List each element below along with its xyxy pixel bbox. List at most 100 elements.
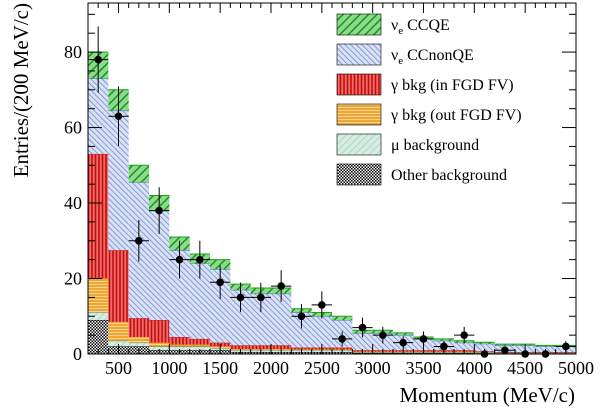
bar-other_bkg-0 <box>88 320 109 354</box>
data-point <box>291 304 312 329</box>
bar-mu_bkg-0 <box>88 312 109 321</box>
legend-label: γ bkg (in FGD FV) <box>390 77 514 94</box>
bar-gamma_out-1 <box>108 321 129 341</box>
bar-gamma_in-8 <box>250 345 271 350</box>
bar-gamma_in-7 <box>230 345 251 350</box>
bar-nue_ccqe-17 <box>433 338 454 341</box>
legend-label: γ bkg (out FGD FV) <box>390 107 522 124</box>
data-marker <box>94 55 102 64</box>
data-marker <box>318 301 326 309</box>
data-point <box>169 240 190 279</box>
series-nue_ccnonqe <box>88 77 576 353</box>
data-point <box>413 331 434 347</box>
bar-mu_bkg-3 <box>149 346 170 351</box>
y-tick-label: 0 <box>73 344 82 364</box>
bar-gamma_out-2 <box>128 337 149 343</box>
data-marker <box>358 323 367 332</box>
bar-nue_ccnonqe-3 <box>149 210 170 321</box>
data-marker <box>419 335 428 343</box>
legend-swatch <box>336 13 382 36</box>
legend-entry-nue_ccnonqe: νe CCnonQE <box>336 43 474 67</box>
data-points <box>88 26 576 358</box>
bar-gamma_in-10 <box>291 347 312 350</box>
x-tick-label: 5000 <box>558 358 594 378</box>
data-point <box>189 240 210 279</box>
bar-nue_ccnonqe-9 <box>271 293 292 346</box>
bar-nue_ccnonqe-5 <box>189 263 210 339</box>
bar-nue_ccnonqe-0 <box>88 78 109 154</box>
y-tick-label: 40 <box>64 193 82 213</box>
bar-nue_ccnonqe-7 <box>230 289 251 346</box>
legend-entry-nue_ccqe: νe CCQE <box>336 13 450 37</box>
bar-nue_ccqe-2 <box>128 165 149 183</box>
y-tick-label: 20 <box>64 269 82 289</box>
data-point <box>332 331 353 347</box>
data-point <box>352 317 373 338</box>
data-marker <box>440 342 448 351</box>
data-marker <box>257 293 265 302</box>
legend-entry-gamma_out: γ bkg (out FGD FV) <box>336 103 522 126</box>
bar-nue_ccqe-6 <box>210 259 231 270</box>
legend-label: νe CCnonQE <box>391 47 474 67</box>
bar-gamma_in-9 <box>271 345 292 350</box>
data-point <box>311 291 332 319</box>
bar-nue_ccqe-19 <box>474 342 495 344</box>
bar-gamma_in-4 <box>169 337 190 345</box>
bar-gamma_in-1 <box>108 250 129 322</box>
bar-gamma_in-5 <box>189 338 210 345</box>
axis-ticks: 500 1000 1500 2000 2500 3000 3500 4000 4500 5000 0… <box>64 3 594 378</box>
data-point <box>271 270 292 302</box>
bar-nue_ccqe-15 <box>393 332 414 336</box>
data-marker <box>155 206 163 215</box>
data-marker <box>277 282 285 290</box>
y-tick-label: 60 <box>64 118 82 138</box>
data-point <box>128 220 149 262</box>
x-tick-label: 4000 <box>456 358 492 378</box>
legend-swatch <box>336 43 382 66</box>
legend-label: νe CCQE <box>391 17 450 37</box>
bar-mu_bkg-4 <box>169 346 190 351</box>
bar-nue_ccnonqe-1 <box>108 110 129 251</box>
data-marker <box>562 342 570 351</box>
data-marker <box>379 331 387 339</box>
bar-nue_ccnonqe-18 <box>454 342 475 351</box>
bar-mu_bkg-2 <box>128 342 149 347</box>
stacked-bars <box>88 51 576 354</box>
legend-swatch <box>336 103 382 126</box>
x-tick-label: 1000 <box>151 358 187 378</box>
bar-gamma_in-0 <box>88 153 109 279</box>
x-tick-label: 2500 <box>304 358 340 378</box>
legend-swatch <box>336 163 382 186</box>
x-tick-label: 2000 <box>253 358 289 378</box>
bar-nue_ccqe-22 <box>535 345 556 347</box>
bar-nue_ccqe-20 <box>494 344 515 346</box>
bar-nue_ccnonqe-10 <box>291 312 312 348</box>
bar-mu_bkg-5 <box>189 346 210 351</box>
x-tick-label: 500 <box>105 358 132 378</box>
legend-label: Other background <box>391 167 507 184</box>
data-marker <box>196 255 204 264</box>
data-marker <box>135 236 143 245</box>
data-point <box>149 187 170 234</box>
data-point <box>230 282 251 313</box>
data-marker <box>175 255 184 264</box>
legend-swatch <box>336 133 382 156</box>
y-axis-label: Entries/(200 MeV/c) <box>9 3 33 177</box>
data-marker <box>297 312 306 321</box>
data-marker <box>460 331 468 339</box>
bar-nue_ccnonqe-4 <box>169 250 190 338</box>
data-marker <box>338 335 346 343</box>
x-tick-label: 4500 <box>507 358 543 378</box>
bar-mu_bkg-1 <box>108 340 129 347</box>
bar-nue_ccnonqe-19 <box>474 343 495 352</box>
bar-gamma_out-5 <box>189 344 210 347</box>
data-marker <box>114 112 123 121</box>
legend-entry-gamma_in: γ bkg (in FGD FV) <box>336 73 514 96</box>
bar-nue_ccqe-12 <box>332 316 353 321</box>
bar-gamma_in-2 <box>128 318 149 338</box>
legend-label: μ background <box>391 137 479 154</box>
legend: νe CCQE νe CCnonQE γ bkg (in FGD FV) γ bkg … <box>336 13 522 186</box>
y-tick-label: 80 <box>64 42 82 62</box>
data-marker <box>236 293 245 302</box>
